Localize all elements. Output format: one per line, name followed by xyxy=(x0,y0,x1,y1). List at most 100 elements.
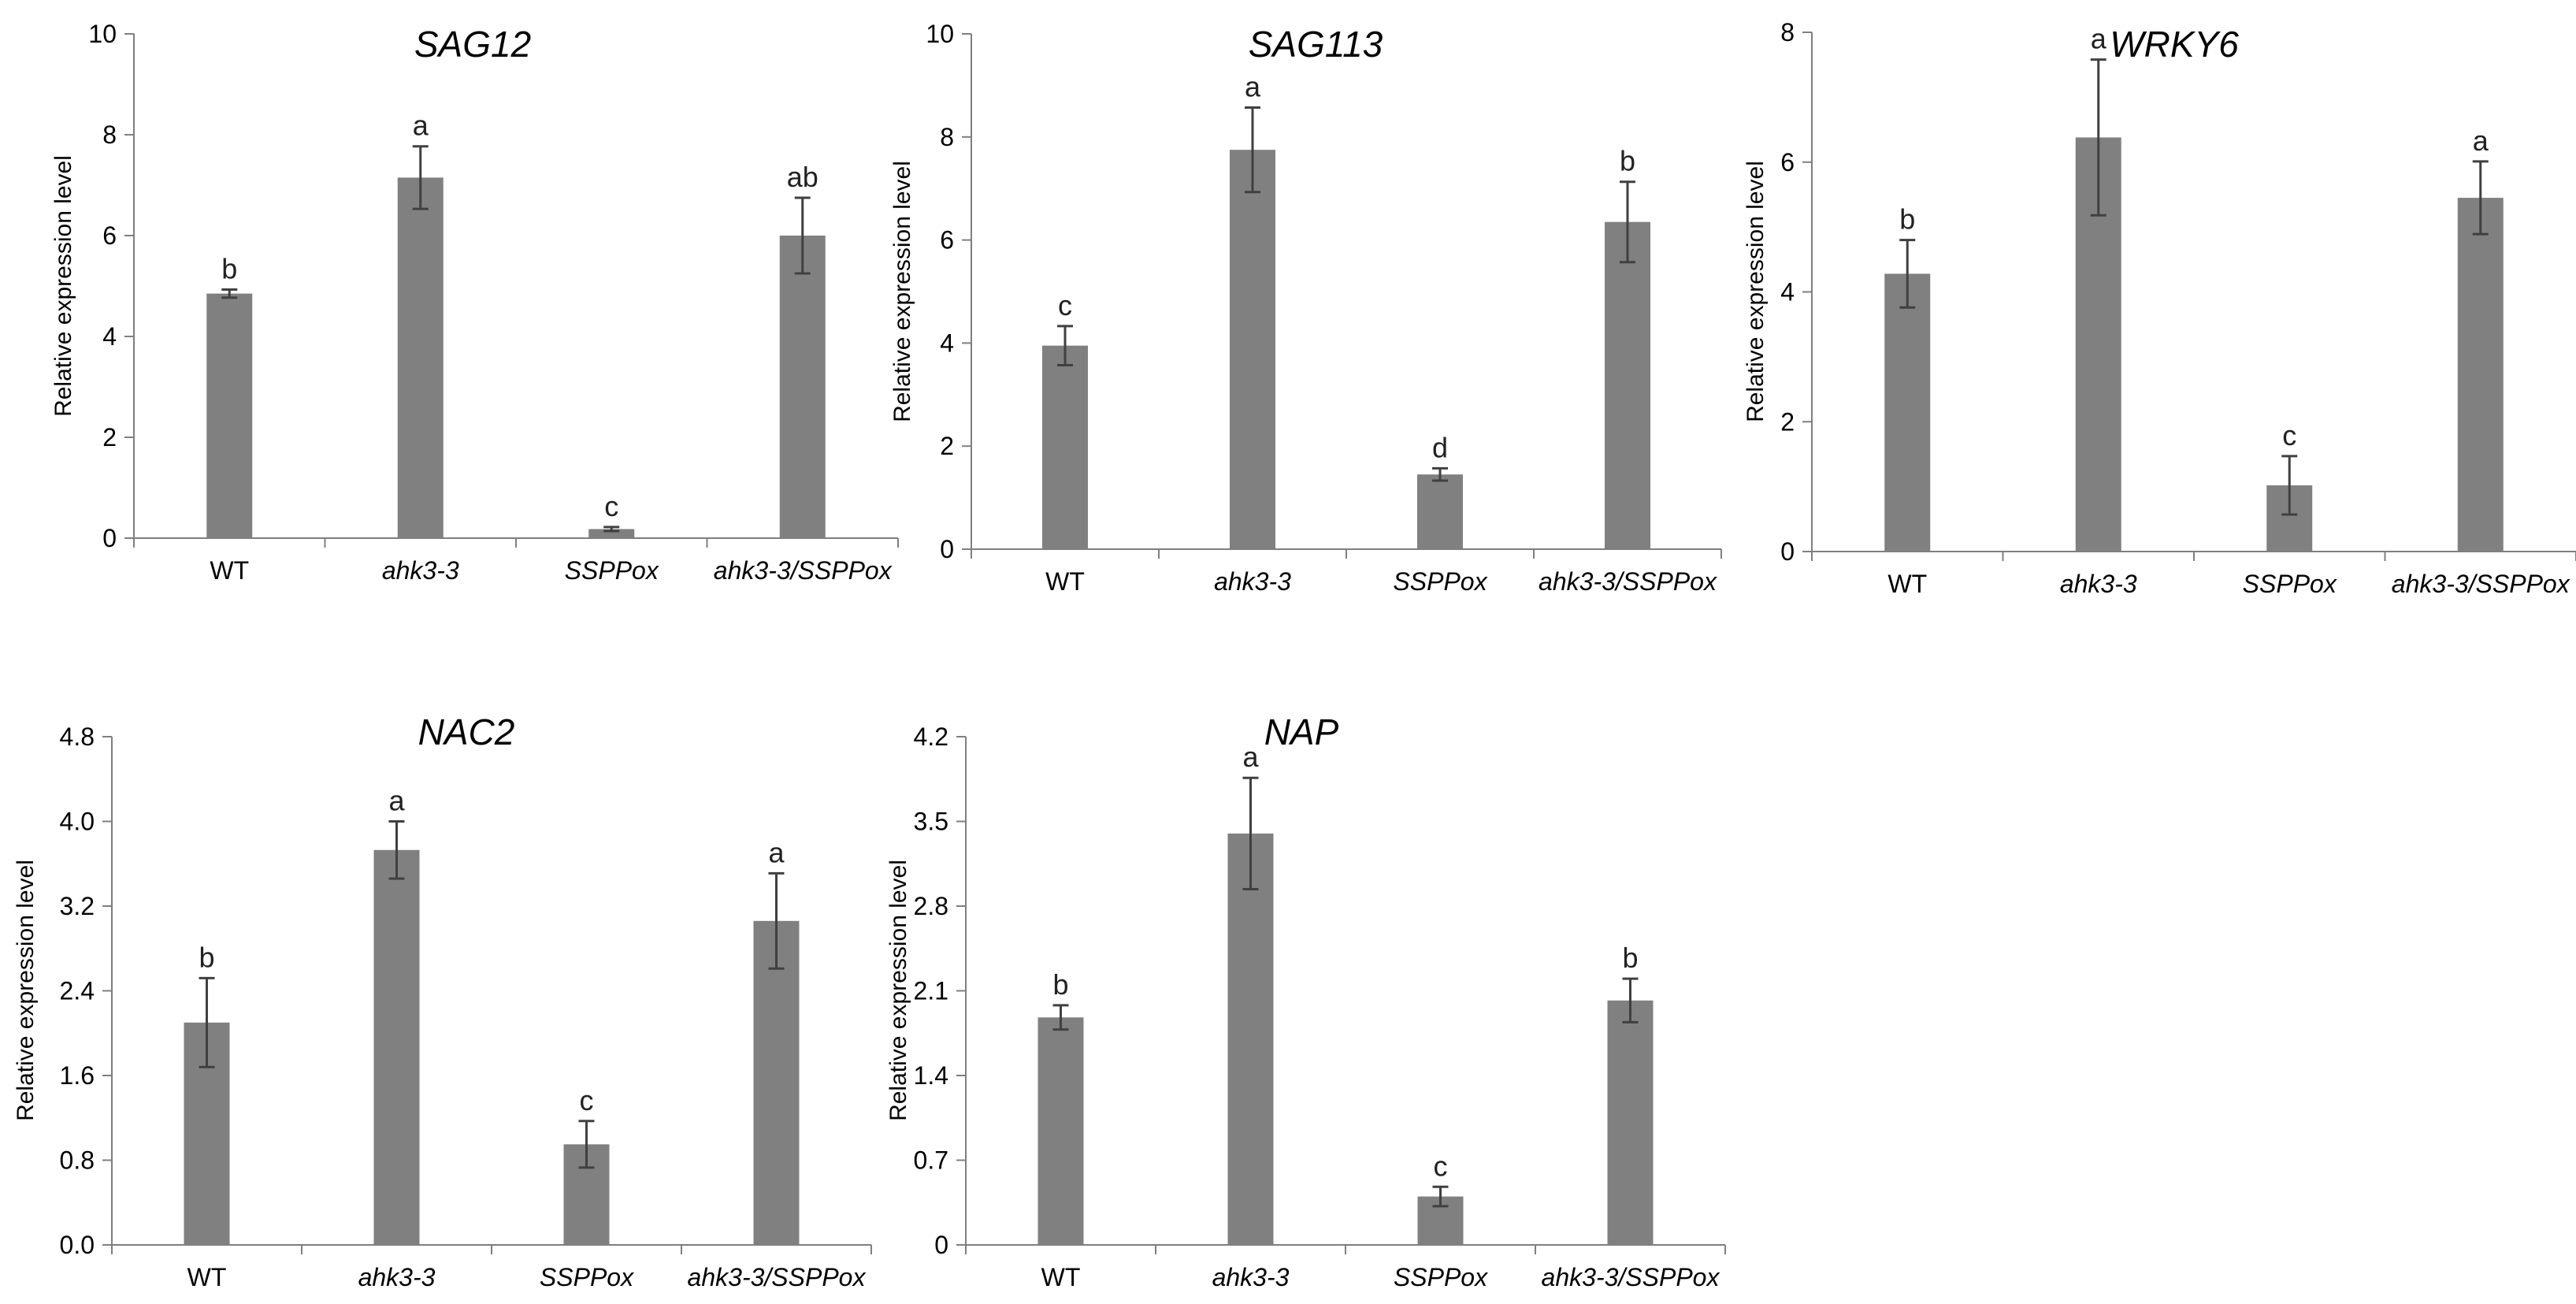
significance-label: b xyxy=(1052,968,1068,1001)
bar xyxy=(1605,221,1650,549)
chart-panel-3: 0 2 4 6 8 WRKY6 Relative expression level b WT a a… xyxy=(1743,18,2576,598)
y-tick-label: 10 xyxy=(926,20,954,48)
y-tick-label: 3.5 xyxy=(914,808,948,836)
y-tick-label: 4.2 xyxy=(914,723,948,751)
bar xyxy=(1227,833,1274,1245)
bar xyxy=(753,920,800,1245)
significance-label: c xyxy=(2282,419,2296,451)
significance-label: a xyxy=(413,110,429,142)
bar xyxy=(397,177,444,538)
x-category-label: ahk3-3/SSPPox xyxy=(688,1263,867,1291)
bar xyxy=(1884,273,1931,552)
x-category-label: SSPPox xyxy=(565,556,659,585)
x-category-label: SSPPox xyxy=(540,1263,634,1291)
y-axis-label: Relative expression level xyxy=(1743,161,1769,422)
chart-title: WRKY6 xyxy=(2110,24,2239,65)
y-tick-label: 1.6 xyxy=(60,1061,95,1090)
y-tick-label: 0 xyxy=(934,1231,948,1259)
bar xyxy=(779,236,826,538)
significance-label: c xyxy=(580,1084,594,1116)
bar xyxy=(1037,1017,1084,1245)
y-tick-label: 8 xyxy=(940,123,954,151)
y-tick-label: 6 xyxy=(940,226,954,254)
y-axis-label: Relative expression level xyxy=(13,860,39,1121)
y-tick-label: 4 xyxy=(1780,278,1795,306)
bar xyxy=(1417,474,1463,549)
bar xyxy=(588,529,635,538)
chart-title: NAC2 xyxy=(418,711,515,752)
y-tick-label: 1.4 xyxy=(914,1061,948,1090)
y-tick-label: 2 xyxy=(102,423,117,451)
y-tick-label: 4 xyxy=(102,322,117,351)
chart-title: NAP xyxy=(1264,711,1339,752)
y-tick-label: 2 xyxy=(940,432,954,460)
y-tick-label: 0.8 xyxy=(60,1146,95,1175)
chart-title: SAG113 xyxy=(1249,24,1383,65)
x-category-label: WT xyxy=(210,556,249,585)
significance-label: a xyxy=(2473,124,2489,157)
chart-panel-1: 0 2 4 6 8 10 SAG12 Relative expression level b WT… xyxy=(50,20,899,585)
y-axis-label: Relative expression level xyxy=(50,155,76,417)
y-tick-label: 4.0 xyxy=(60,808,95,836)
y-axis-label: Relative expression level xyxy=(889,161,915,422)
significance-label: b xyxy=(1899,203,1915,236)
y-axis-label: Relative expression level xyxy=(885,860,911,1121)
y-tick-label: 0.7 xyxy=(914,1146,948,1175)
significance-label: d xyxy=(1432,431,1448,463)
y-tick-label: 2.8 xyxy=(914,892,948,920)
significance-label: a xyxy=(388,785,405,817)
x-category-label: WT xyxy=(187,1263,227,1291)
significance-label: ab xyxy=(787,161,818,193)
x-category-label: ahk3-3/SSPPox xyxy=(714,556,893,585)
y-tick-label: 6 xyxy=(1780,148,1795,176)
x-category-label: WT xyxy=(1887,570,1927,598)
y-tick-label: 2.1 xyxy=(914,977,948,1005)
significance-label: c xyxy=(604,490,618,522)
y-tick-label: 0 xyxy=(940,535,954,563)
bar xyxy=(1607,1000,1654,1245)
y-tick-label: 3.2 xyxy=(60,892,95,920)
x-category-label: ahk3-3/SSPPox xyxy=(1539,567,1717,596)
significance-label: a xyxy=(2091,23,2107,55)
x-category-label: SSPPox xyxy=(1394,1263,1488,1291)
significance-label: a xyxy=(1242,741,1259,773)
significance-label: c xyxy=(1058,289,1072,321)
bar xyxy=(2457,198,2504,552)
x-category-label: WT xyxy=(1041,1263,1081,1291)
chart-panel-4: 0.0 0.8 1.6 2.4 3.2 4.0 4.8 NAC2 Relative expres… xyxy=(13,711,872,1291)
chart-panel-5: 0 0.7 1.4 2.1 2.8 3.5 4.2 NAP Relative expressio… xyxy=(885,711,1726,1291)
significance-label: c xyxy=(1434,1150,1448,1182)
chart-panel-2: 0 2 4 6 8 10 SAG113 Relative expression level c W… xyxy=(889,20,1722,596)
y-tick-label: 0.0 xyxy=(60,1231,95,1259)
chart-title: SAG12 xyxy=(414,24,531,65)
x-category-label: WT xyxy=(1045,567,1085,596)
significance-label: b xyxy=(1620,145,1635,177)
y-tick-label: 8 xyxy=(1780,18,1795,46)
y-tick-label: 4 xyxy=(940,329,954,357)
y-tick-label: 0 xyxy=(102,524,117,552)
y-tick-label: 4.8 xyxy=(60,723,95,751)
x-category-label: ahk3-3 xyxy=(2060,570,2137,598)
x-category-label: SSPPox xyxy=(2243,570,2337,598)
significance-label: b xyxy=(1622,942,1638,974)
x-category-label: SSPPox xyxy=(1393,567,1487,596)
x-category-label: ahk3-3/SSPPox xyxy=(1542,1263,1720,1291)
significance-label: a xyxy=(1245,71,1261,103)
x-category-label: ahk3-3 xyxy=(1214,567,1291,596)
x-category-label: ahk3-3 xyxy=(358,1263,436,1291)
bar xyxy=(1042,345,1088,549)
x-category-label: ahk3-3 xyxy=(382,556,459,585)
bar xyxy=(1230,150,1275,549)
bar xyxy=(373,849,420,1245)
significance-label: a xyxy=(768,836,785,868)
y-tick-label: 2.4 xyxy=(60,977,95,1005)
y-tick-label: 0 xyxy=(1780,537,1795,566)
y-tick-label: 6 xyxy=(102,221,117,250)
bar xyxy=(206,293,253,538)
y-tick-label: 10 xyxy=(88,20,117,48)
y-tick-label: 2 xyxy=(1780,407,1795,436)
significance-label: b xyxy=(199,941,214,973)
x-category-label: ahk3-3 xyxy=(1212,1263,1290,1291)
significance-label: b xyxy=(221,252,237,284)
